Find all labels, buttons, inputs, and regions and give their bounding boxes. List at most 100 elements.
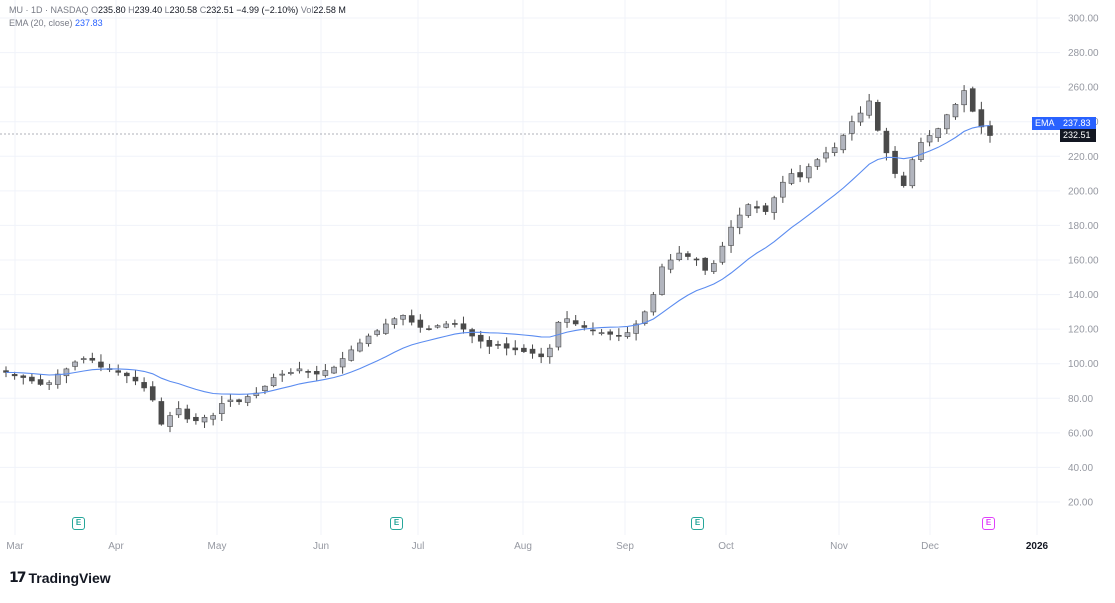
candle-body <box>797 172 803 178</box>
earnings-marker-upcoming[interactable]: E <box>982 517 995 530</box>
candle-body <box>745 204 752 216</box>
candle-body <box>624 332 631 337</box>
candle-body <box>685 253 691 257</box>
high-value: 239.40 <box>134 5 163 15</box>
candle-body <box>400 315 406 320</box>
candle-body <box>201 416 208 423</box>
high-label: H <box>128 5 135 15</box>
candle-body <box>840 135 847 151</box>
candles-group <box>3 85 993 433</box>
candle-body <box>918 142 924 160</box>
candle-body <box>339 358 346 368</box>
ema-legend-label: EMA (20, close) <box>9 18 73 28</box>
candle-body <box>426 328 432 330</box>
candle-body <box>305 371 311 373</box>
candle-body <box>132 376 139 382</box>
ema-tag-badge: EMA <box>1032 117 1060 130</box>
candle-body <box>564 318 570 323</box>
candle-body <box>641 311 648 324</box>
candle-body <box>521 347 527 352</box>
ema-legend[interactable]: EMA (20, close) 237.83 <box>9 18 103 28</box>
candle-body <box>529 348 536 354</box>
earnings-marker-apr[interactable]: E <box>72 517 85 530</box>
candle-body <box>193 416 199 422</box>
x-tick-label: Apr <box>108 541 124 552</box>
candle-body <box>503 343 510 349</box>
candle-body <box>659 266 665 295</box>
symbol-label[interactable]: MU · 1D · NASDAQ <box>9 5 89 15</box>
x-tick-label: Mar <box>6 541 24 552</box>
y-tick-label: 160.00 <box>1068 256 1099 267</box>
candle-body <box>762 205 769 212</box>
candle-body <box>29 376 35 382</box>
volume-label: Vol <box>300 5 314 15</box>
candle-body <box>857 112 864 123</box>
close-value: 232.51 <box>206 5 234 15</box>
candle-body <box>158 401 165 425</box>
y-tick-label: 60.00 <box>1068 428 1093 439</box>
x-tick-label: Jul <box>412 541 425 552</box>
candle-body <box>581 325 588 328</box>
candle-body <box>538 353 544 358</box>
candle-body <box>46 382 52 385</box>
y-tick-label: 20.00 <box>1068 498 1093 509</box>
earnings-marker-oct[interactable]: E <box>691 517 704 530</box>
y-tick-label: 180.00 <box>1068 221 1099 232</box>
time-axis[interactable]: Mar Apr May Jun Jul Aug Sep Oct Nov Dec 2026 <box>6 541 1048 552</box>
tradingview-logo-icon: 17 <box>9 570 27 586</box>
candle-body <box>218 403 225 415</box>
candle-body <box>124 372 130 377</box>
y-tick-label: 140.00 <box>1068 290 1099 301</box>
candle-body <box>477 334 484 342</box>
candle-body <box>486 340 493 347</box>
candle-body <box>702 257 708 271</box>
tradingview-brand: TradingView <box>28 570 111 586</box>
candle-body <box>667 259 674 270</box>
candle-body <box>167 415 173 427</box>
candle-body <box>546 347 553 358</box>
open-label: O <box>91 5 99 15</box>
x-tick-label: Aug <box>514 541 532 552</box>
candle-body <box>616 335 622 337</box>
y-tick-label: 200.00 <box>1068 186 1099 197</box>
tradingview-logo[interactable]: 17 TradingView <box>9 570 111 586</box>
candle-body <box>883 130 890 154</box>
x-tick-label: Sep <box>616 541 634 552</box>
ema-line <box>5 124 991 395</box>
candle-body <box>788 173 795 184</box>
candle-body <box>365 335 372 345</box>
y-tick-label: 220.00 <box>1068 152 1099 163</box>
candle-body <box>728 226 734 246</box>
candle-body <box>572 320 579 325</box>
x-tick-label: 2026 <box>1026 541 1049 552</box>
x-tick-label: Oct <box>718 541 734 552</box>
candle-body <box>89 357 96 361</box>
earnings-marker-jul[interactable]: E <box>390 517 403 530</box>
y-tick-label: 40.00 <box>1068 463 1093 474</box>
x-tick-label: Jun <box>313 541 329 552</box>
candle-body <box>495 344 501 346</box>
candle-body <box>771 197 778 213</box>
candle-body <box>382 323 389 334</box>
candle-body <box>987 125 993 136</box>
grid-lines <box>0 0 1060 535</box>
candle-body <box>313 371 320 375</box>
candle-body <box>115 370 122 373</box>
candle-body <box>331 366 337 374</box>
x-tick-label: May <box>208 541 227 552</box>
candle-body <box>944 114 950 130</box>
candle-body <box>408 315 415 323</box>
candle-body <box>227 399 234 402</box>
low-value: 230.58 <box>169 5 198 15</box>
candle-body <box>978 109 985 128</box>
candle-body <box>3 370 9 373</box>
candle-body <box>98 361 104 368</box>
candle-body <box>935 128 942 138</box>
candle-body <box>926 135 933 143</box>
candle-body <box>348 349 355 361</box>
candle-body <box>823 152 829 159</box>
candle-body <box>184 408 191 420</box>
candle-body <box>693 258 700 261</box>
price-axis[interactable]: 300.00280.00260.00240.00220.00200.00180.… <box>1068 14 1099 509</box>
